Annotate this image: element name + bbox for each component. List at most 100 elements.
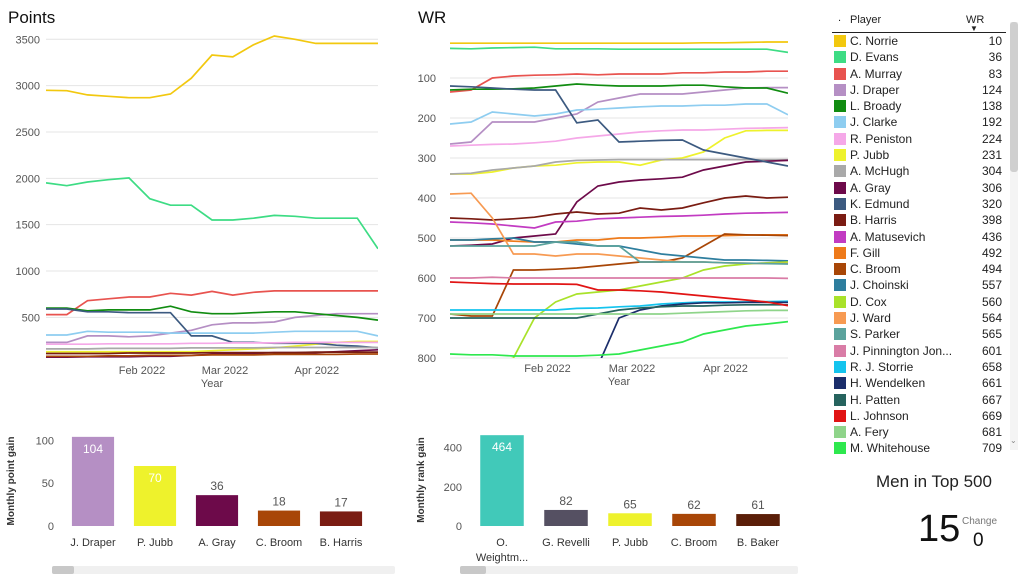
player-name: C. Norrie [850,34,899,48]
color-swatch [834,165,846,178]
bar-data-label: 61 [751,498,765,512]
x-category-label: A. Gray [198,537,236,549]
table-row[interactable]: C. Norrie 10 [832,33,1006,49]
table-row[interactable]: D. Cox 560 [832,294,1006,310]
table-scroll-thumb[interactable] [1010,22,1018,172]
kpi-change-value: 0 [973,530,984,551]
table-row[interactable]: A. McHugh 304 [832,163,1006,179]
point-gain-scrollbar[interactable] [52,566,395,574]
table-row[interactable]: D. Evans 36 [832,49,1006,65]
series-line-d-evans [46,177,378,250]
column-header-wr[interactable]: WR [966,14,985,26]
color-swatch [834,83,846,96]
series-line-a-mchugh [46,346,378,350]
player-wr: 560 [981,294,1002,309]
player-wr: 669 [981,408,1002,423]
table-row[interactable]: J. Choinski 557 [832,277,1006,293]
table-row[interactable]: C. Broom 494 [832,261,1006,277]
player-wr: 138 [981,99,1002,114]
x-tick-label: Apr 2022 [295,365,340,377]
series-line-a-matusevich [450,211,788,229]
table-row[interactable]: A. Murray 83 [832,66,1006,82]
x-category-label: P. Jubb [612,537,648,549]
y-tick-label: 300 [418,153,436,165]
table-row[interactable]: A. Gray 306 [832,180,1006,196]
y-tick-label: 700 [418,313,436,325]
series-line-j-draper [46,312,378,344]
point-gain-bar-chart[interactable]: 0 50 100 Monthly point gain 104 J. Draper 70 P.… [0,424,395,564]
table-row[interactable]: K. Edmund 320 [832,196,1006,212]
table-row[interactable]: L. Broady 138 [832,98,1006,114]
y-tick-label: 400 [418,193,436,205]
player-wr: 661 [981,376,1002,391]
x-axis-title: Year [608,376,631,388]
table-row[interactable]: J. Clarke 192 [832,114,1006,130]
table-row[interactable]: A. Fery 681 [832,424,1006,440]
color-swatch [834,100,846,113]
y-tick-label: 400 [444,443,462,455]
table-row[interactable]: R. J. Storrie 658 [832,359,1006,375]
points-line-chart[interactable]: 500 1000 1500 2000 2500 3000 3500 Feb 2022 Mar 2… [0,28,395,394]
bar [544,509,588,526]
y-tick-label: 2500 [16,127,40,139]
table-row[interactable]: P. Jubb 231 [832,147,1006,163]
y-tick-label: 100 [418,73,436,85]
color-swatch [834,295,846,308]
rank-gain-bar-chart[interactable]: 0 200 400 Monthly rank gain 464 O. Weightm... 8… [408,424,800,572]
x-axis-title: Year [201,378,224,390]
table-row[interactable]: L. Johnson 669 [832,408,1006,424]
player-name: F. Gill [850,245,880,260]
table-row[interactable]: F. Gill 492 [832,245,1006,261]
wr-line-chart[interactable]: 100 200 300 400 500 600 700 800 Feb 2022 Mar 2022… [408,28,798,394]
y-tick-label: 50 [42,478,54,490]
color-swatch [834,35,846,47]
table-scrollbar[interactable] [1010,22,1018,450]
x-category-label: C. Broom [671,537,717,549]
rank-gain-scrollbar[interactable] [460,566,798,574]
series-line-j-pinnington-jon- [450,276,788,280]
player-wr: 494 [981,262,1002,277]
table-row[interactable]: B. Harris 398 [832,212,1006,228]
series-line-c-broom [46,353,378,358]
table-row[interactable]: M. Whitehouse 709 [832,440,1006,456]
player-wr: 36 [988,50,1002,65]
series-line-j-clarke [450,103,788,125]
x-tick-label: Apr 2022 [703,363,748,375]
sort-indicator[interactable]: . [838,12,842,24]
table-row[interactable]: R. Peniston 224 [832,131,1006,147]
table-row[interactable]: J. Draper 124 [832,82,1006,98]
color-swatch [834,344,846,357]
table-row[interactable]: A. Matusevich 436 [832,229,1006,245]
column-header-player[interactable]: Player [850,14,882,26]
x-tick-label: Mar 2022 [609,363,655,375]
x-tick-label: Feb 2022 [524,363,570,375]
bar-data-label: 18 [272,495,286,509]
table-row[interactable]: H. Wendelken 661 [832,375,1006,391]
y-axis-title: Monthly rank gain [416,437,427,523]
color-swatch [834,377,846,390]
color-swatch [834,246,846,259]
table-row[interactable]: S. Parker 565 [832,326,1006,342]
color-swatch [834,328,846,341]
points-chart-title: Points [8,8,56,27]
color-swatch [834,426,846,439]
player-name: L. Broady [850,99,902,114]
x-category-label: J. Draper [70,537,116,549]
series-line-c-broom [450,233,788,317]
rank-gain-scroll-thumb[interactable] [460,566,486,574]
table-row[interactable]: H. Patten 667 [832,392,1006,408]
table-row[interactable]: J. Ward 564 [832,310,1006,326]
color-swatch [834,67,846,80]
sort-desc-icon[interactable]: ▼ [970,24,978,33]
series-line-r-peniston [450,126,788,147]
series-line-c-norrie [46,35,378,99]
series-line-l-broady [46,305,378,321]
scroll-down-icon[interactable]: ⌄ [1010,436,1017,445]
series-line-m-whitehouse [450,320,788,357]
point-gain-scroll-thumb[interactable] [52,566,74,574]
player-wr: 10 [988,34,1002,48]
color-swatch [834,197,846,210]
player-name: A. Fery [850,425,889,440]
table-row[interactable]: J. Pinnington Jon... 601 [832,343,1006,359]
y-tick-label: 100 [36,435,54,447]
